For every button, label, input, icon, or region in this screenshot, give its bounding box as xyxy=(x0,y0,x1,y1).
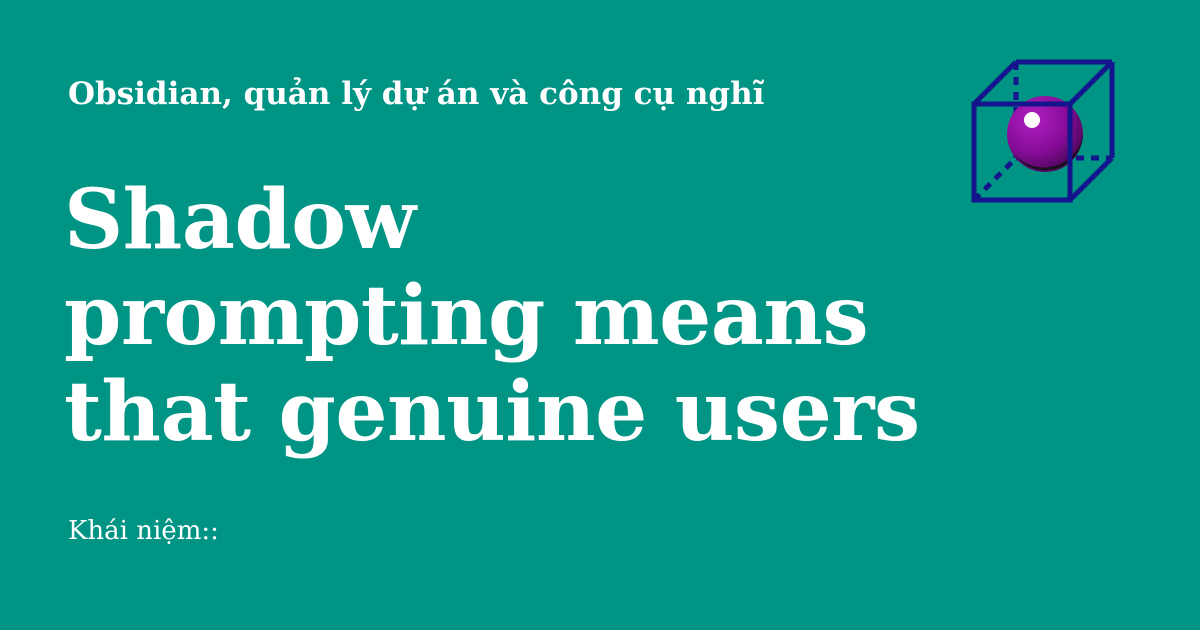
page-title-line: that genuine users xyxy=(64,364,920,460)
cube-with-sphere-icon xyxy=(966,56,1122,210)
category-label: Khái niệm:: xyxy=(68,516,219,546)
page-title: Shadow prompting means that genuine user… xyxy=(64,172,944,460)
page-title-line: Shadow xyxy=(64,172,416,268)
site-subtitle: Obsidian, quản lý dự án và công cụ nghĩ xyxy=(68,76,765,112)
page-title-line: prompting means xyxy=(64,268,869,364)
